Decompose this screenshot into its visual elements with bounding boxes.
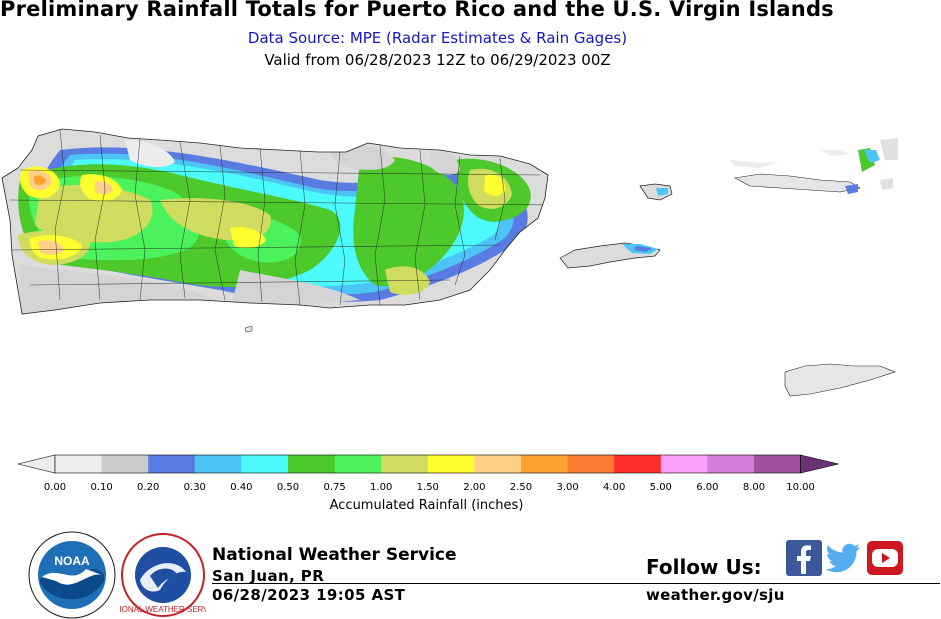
follow-us-label: Follow Us: [646, 555, 762, 579]
nws-logo: NATIONAL WEATHER SERVICE [120, 533, 206, 617]
twitter-icon[interactable] [825, 540, 861, 576]
color-bar-min-arrow [17, 454, 56, 474]
color-bar-tick-label: 1.00 [370, 482, 393, 493]
color-bar-tick-label: 5.00 [649, 482, 672, 493]
st-croix-island [784, 363, 896, 397]
office-name: National Weather Service [212, 545, 457, 565]
color-bar-tick-label: 10.00 [786, 482, 815, 493]
color-bar-segment [754, 455, 802, 473]
color-bar-tick-label: 2.50 [509, 482, 533, 493]
rainfall-map [1, 128, 898, 397]
color-bar-tick-label: 6.00 [696, 482, 719, 493]
color-bar-tick-label: 1.50 [416, 482, 439, 493]
puerto-rico-coastline [1, 128, 549, 315]
color-bar-tick-label: 0.40 [230, 482, 253, 493]
color-bar-segment [381, 455, 429, 473]
website-link[interactable]: weather.gov/sju [646, 586, 785, 604]
color-bar-tick-label: 0.30 [183, 482, 206, 493]
youtube-icon[interactable] [866, 540, 904, 576]
color-bar-max-arrow [800, 454, 839, 474]
noaa-text: NOAA [54, 554, 90, 568]
footer-divider [212, 583, 940, 584]
valid-period: Valid from 06/28/2023 12Z to 06/29/2023 … [264, 51, 611, 69]
noaa-logo: NOAA [28, 531, 116, 619]
color-bar-segment [660, 455, 708, 473]
color-bar-segment [567, 455, 615, 473]
puerto-rico-main-island [2, 129, 548, 314]
color-bar-segment [55, 455, 103, 473]
color-bar-tick-label: 3.00 [556, 482, 579, 493]
nws-ring-text: NATIONAL WEATHER SERVICE [120, 605, 206, 614]
issued-time: 06/28/2023 19:05 AST [212, 586, 406, 604]
culebra-island [639, 183, 673, 201]
color-bar-segment [427, 455, 475, 473]
color-bar-segment [614, 455, 662, 473]
office-location: San Juan, PR [212, 567, 325, 585]
color-bar-tick-label: 0.75 [323, 482, 346, 493]
color-bar [17, 454, 839, 474]
color-bar-segment [241, 455, 289, 473]
color-bar-segment [707, 455, 755, 473]
color-bar-tick-label: 4.00 [603, 482, 626, 493]
color-bar-label: Accumulated Rainfall (inches) [329, 498, 524, 513]
color-bar-segment [521, 455, 569, 473]
color-bar-segment [474, 455, 522, 473]
color-bar-tick-label: 0.10 [90, 482, 113, 493]
data-source: Data Source: MPE (Radar Estimates & Rain… [247, 29, 628, 47]
facebook-icon[interactable] [786, 540, 822, 576]
color-bar-tick-label: 0.20 [137, 482, 160, 493]
virgin-islands-north [730, 138, 898, 194]
small-island [244, 325, 253, 333]
color-bar-segment [334, 455, 382, 473]
page-title: Preliminary Rainfall Totals for Puerto R… [0, 0, 834, 21]
color-bar-tick-label: 2.00 [463, 482, 486, 493]
vieques-island [559, 242, 661, 269]
color-bar-segment [288, 455, 336, 473]
color-bar-tick-label: 0.00 [43, 482, 67, 493]
color-bar-tick-label: 8.00 [742, 482, 766, 493]
color-bar-tick-label: 0.50 [276, 482, 300, 493]
color-bar-segment [148, 455, 196, 473]
color-bar-segment [194, 455, 242, 473]
color-bar-segment [101, 455, 149, 473]
